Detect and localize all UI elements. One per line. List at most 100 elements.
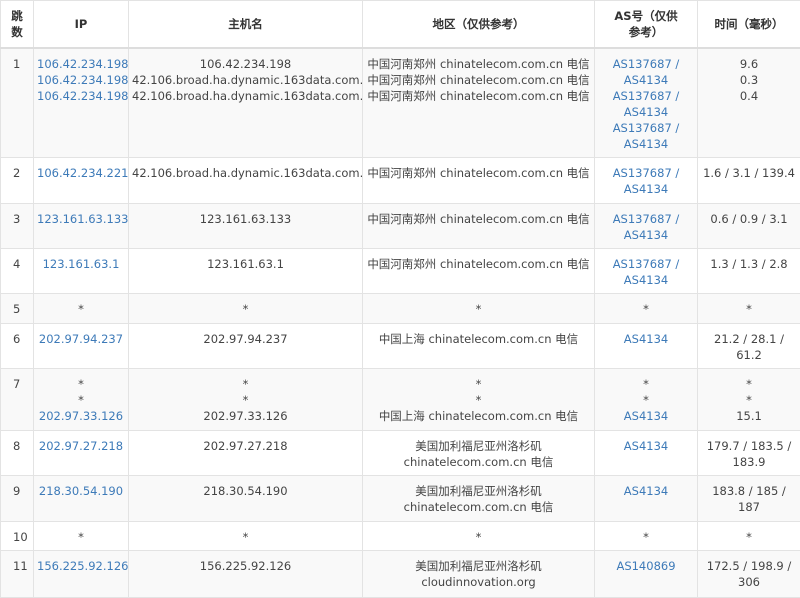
table-row: 2 106.42.234.221 42.106.broad.ha.dynamic.1… bbox=[0, 156, 800, 204]
region-text: 中国河南郑州 chinatelecom.com.cn 电信 bbox=[367, 89, 590, 103]
time-text: 0.3 bbox=[739, 73, 759, 87]
region-cell: 美国加利福尼亚州洛杉矶 chinatelecom.com.cn 电信 bbox=[362, 429, 595, 476]
hostname-text: * bbox=[242, 301, 249, 316]
hostname-cell: 123.161.63.1 bbox=[128, 247, 363, 294]
table-row: 10 * * * * * bbox=[0, 520, 800, 551]
as-link[interactable]: AS140869 bbox=[616, 558, 676, 573]
hop-cell: 3 bbox=[0, 202, 34, 249]
hop-cell: 11 bbox=[0, 549, 34, 598]
hostname-cell: 202.97.27.218 bbox=[128, 429, 363, 476]
header-hostname: 主机名 bbox=[128, 0, 363, 49]
ip-link[interactable]: 106.42.234.198 bbox=[37, 73, 129, 87]
ip-link[interactable]: 106.42.234.198 bbox=[37, 57, 129, 71]
region-text: * bbox=[475, 301, 482, 316]
ip-cell: 202.97.27.218 bbox=[33, 429, 129, 476]
as-link[interactable]: AS137687 / AS4134 bbox=[612, 211, 680, 242]
region-cell: 中国河南郑州 chinatelecom.com.cn 电信 中国河南郑州 chin… bbox=[362, 47, 595, 158]
time-cell: 172.5 / 198.9 / 306 bbox=[697, 549, 800, 598]
hop-cell: 8 bbox=[0, 429, 34, 476]
ip-cell: 106.42.234.198 106.42.234.198 106.42.234.1… bbox=[33, 47, 129, 158]
time-text: 179.7 / 183.5 / 183.9 bbox=[706, 438, 792, 469]
time-cell: * bbox=[697, 292, 800, 324]
as-link[interactable]: AS4134 bbox=[623, 331, 669, 346]
time-cell: 179.7 / 183.5 / 183.9 bbox=[697, 429, 800, 476]
region-text: 美国加利福尼亚州洛杉矶 chinatelecom.com.cn 电信 bbox=[403, 483, 554, 514]
hop-cell: 1 bbox=[0, 47, 34, 158]
ip-cell: 218.30.54.190 bbox=[33, 474, 129, 522]
time-text: 172.5 / 198.9 / 306 bbox=[706, 558, 792, 589]
hop-cell: 6 bbox=[0, 322, 34, 369]
as-link[interactable]: AS137687 / AS4134 bbox=[612, 256, 680, 287]
time-cell: 183.8 / 185 / 187 bbox=[697, 474, 800, 522]
region-cell: * * 中国上海 chinatelecom.com.cn 电信 bbox=[362, 367, 595, 431]
time-text: 183.8 / 185 / 187 bbox=[712, 483, 786, 514]
as-link[interactable]: AS4134 bbox=[623, 483, 669, 498]
as-cell: AS4134 bbox=[594, 474, 698, 522]
region-cell: * bbox=[362, 292, 595, 324]
as-link[interactable]: AS4134 bbox=[623, 438, 669, 453]
as-link[interactable]: AS137687 / AS4134 bbox=[612, 89, 680, 119]
region-cell: * bbox=[362, 520, 595, 551]
ip-link[interactable]: 106.42.234.198 bbox=[37, 89, 129, 103]
hop-cell: 5 bbox=[0, 292, 34, 324]
as-cell: AS137687 / AS4134 AS137687 / AS4134 AS1376… bbox=[594, 47, 698, 158]
ip-text: * bbox=[78, 392, 84, 407]
as-link[interactable]: AS137687 / AS4134 bbox=[612, 121, 680, 151]
region-cell: 中国上海 chinatelecom.com.cn 电信 bbox=[362, 322, 595, 369]
ip-link[interactable]: 106.42.234.221 bbox=[37, 165, 129, 180]
ip-link[interactable]: 202.97.27.218 bbox=[38, 438, 124, 453]
time-text: 1.3 / 1.3 / 2.8 bbox=[710, 256, 788, 271]
ip-link[interactable]: 123.161.63.1 bbox=[42, 256, 120, 271]
header-hop: 跳数 bbox=[0, 0, 34, 49]
as-link[interactable]: AS4134 bbox=[623, 408, 669, 423]
hop-cell: 10 bbox=[0, 520, 34, 551]
ip-link[interactable]: 123.161.63.133 bbox=[37, 211, 129, 226]
region-text: * bbox=[475, 392, 482, 407]
time-text: 1.6 / 3.1 / 139.4 bbox=[703, 165, 795, 180]
time-text: * bbox=[746, 301, 752, 316]
as-link[interactable]: AS137687 / AS4134 bbox=[612, 165, 680, 196]
time-cell: * bbox=[697, 520, 800, 551]
ip-link[interactable]: 202.97.33.126 bbox=[38, 408, 124, 423]
as-cell: * bbox=[594, 520, 698, 551]
table-body: 1 106.42.234.198 106.42.234.198 106.42.234.… bbox=[0, 47, 800, 598]
as-cell: AS4134 bbox=[594, 322, 698, 369]
time-cell: 0.6 / 0.9 / 3.1 bbox=[697, 202, 800, 249]
hostname-text: 123.161.63.133 bbox=[199, 211, 292, 226]
as-text: * bbox=[643, 529, 649, 544]
region-text: * bbox=[475, 529, 482, 544]
header-ip: IP bbox=[33, 0, 129, 49]
region-cell: 中国河南郑州 chinatelecom.com.cn 电信 bbox=[362, 156, 595, 204]
hostname-text: 42.106.broad.ha.dynamic.163data.com.cn bbox=[132, 165, 363, 180]
table-row: 9 218.30.54.190 218.30.54.190 美国加利福尼亚州洛杉矶 c… bbox=[0, 474, 800, 522]
ip-cell: 123.161.63.1 bbox=[33, 247, 129, 294]
as-cell: * bbox=[594, 292, 698, 324]
ip-link[interactable]: 218.30.54.190 bbox=[38, 483, 124, 498]
hostname-text: * bbox=[242, 529, 249, 544]
ip-link[interactable]: 156.225.92.126 bbox=[37, 558, 129, 573]
table-row: 11 156.225.92.126 156.225.92.126 美国加利福尼亚州洛杉… bbox=[0, 549, 800, 598]
hostname-text: 123.161.63.1 bbox=[207, 256, 284, 271]
ip-cell: 156.225.92.126 bbox=[33, 549, 129, 598]
hostname-text: 202.97.94.237 bbox=[203, 331, 288, 346]
as-link[interactable]: AS137687 / AS4134 bbox=[612, 57, 680, 87]
region-text: 美国加利福尼亚州洛杉矶 chinatelecom.com.cn 电信 bbox=[403, 438, 554, 469]
hostname-cell: 106.42.234.198 42.106.broad.ha.dynamic.16… bbox=[128, 47, 363, 158]
table-row: 3 123.161.63.133 123.161.63.133 中国河南郑州 chin… bbox=[0, 202, 800, 249]
as-text: * bbox=[643, 376, 649, 391]
time-text: * bbox=[746, 376, 752, 391]
ip-link[interactable]: 202.97.94.237 bbox=[38, 331, 124, 346]
hostname-text: 218.30.54.190 bbox=[203, 483, 288, 498]
region-text: 中国河南郑州 chinatelecom.com.cn 电信 bbox=[367, 211, 590, 226]
region-cell: 中国河南郑州 chinatelecom.com.cn 电信 bbox=[362, 247, 595, 294]
header-region: 地区（仅供参考） bbox=[362, 0, 595, 49]
ip-cell: 123.161.63.133 bbox=[33, 202, 129, 249]
time-cell: 9.6 0.3 0.4 bbox=[697, 47, 800, 158]
header-as: AS号（仅供参考） bbox=[594, 0, 698, 49]
region-text: 中国上海 chinatelecom.com.cn 电信 bbox=[378, 331, 579, 346]
hostname-text: * bbox=[242, 392, 249, 407]
region-cell: 美国加利福尼亚州洛杉矶 cloudinnovation.org bbox=[362, 549, 595, 598]
time-text: 0.6 / 0.9 / 3.1 bbox=[710, 211, 788, 226]
hostname-text: * bbox=[242, 376, 249, 391]
